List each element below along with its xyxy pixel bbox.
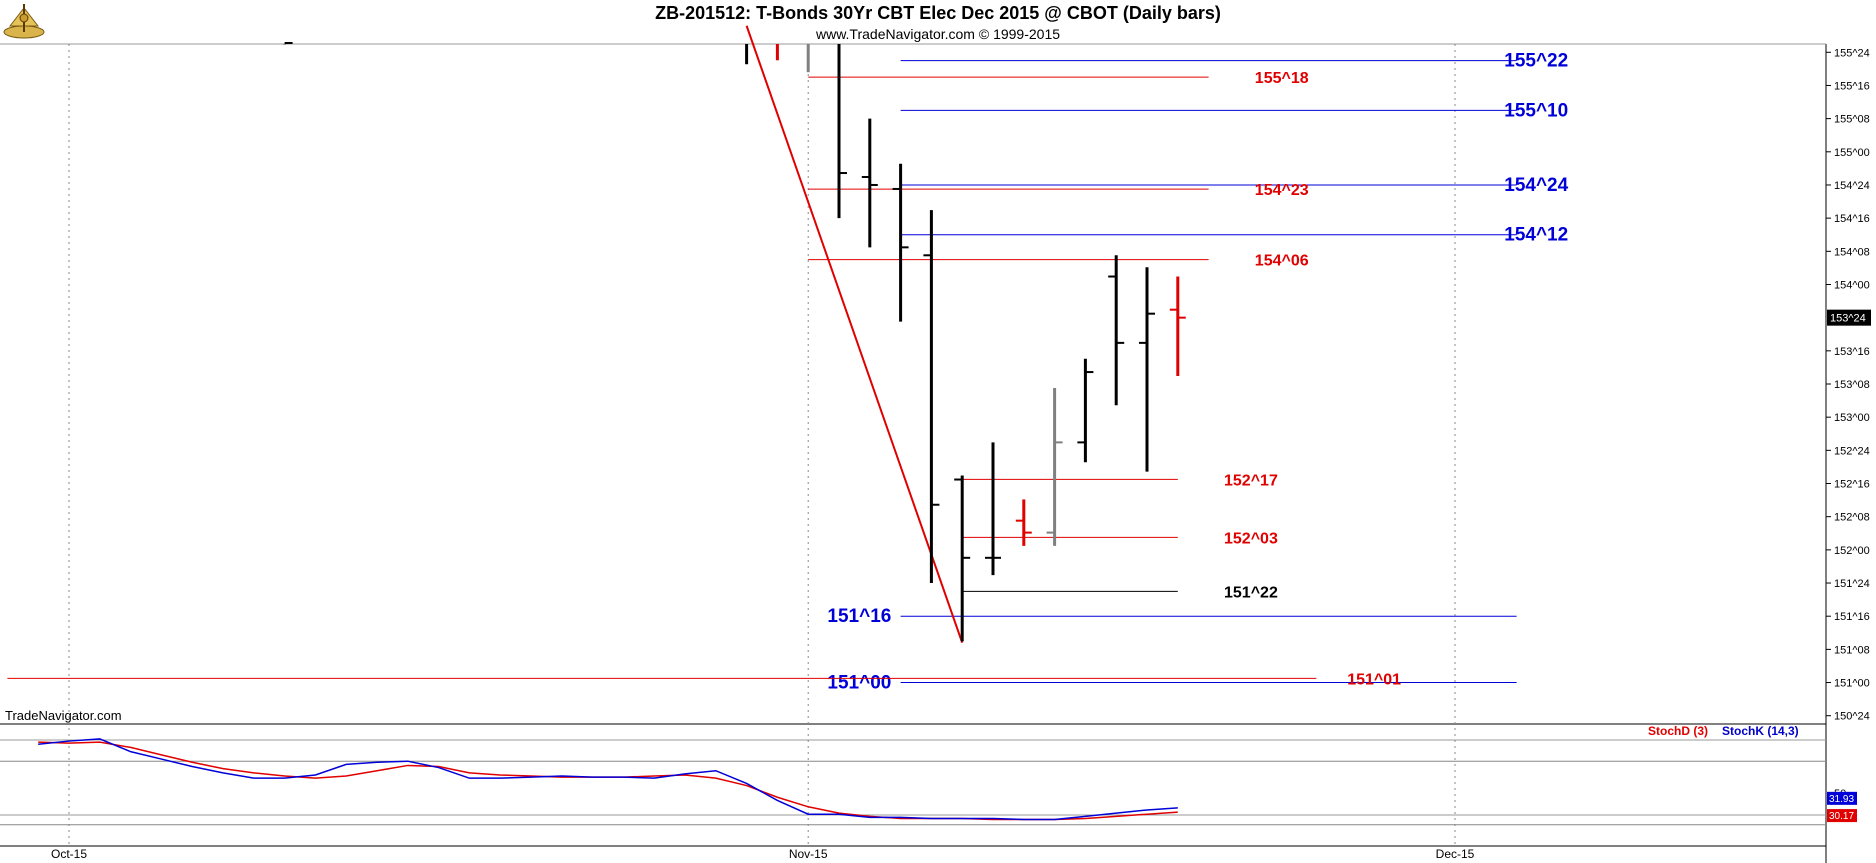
level-label: 154^12 <box>1504 225 1568 246</box>
tradenavigator-logo <box>3 4 45 39</box>
x-tick-label: Dec-15 <box>1436 847 1475 861</box>
y-tick-label: 153^16 <box>1834 346 1870 358</box>
y-tick-label: 150^24 <box>1834 711 1870 723</box>
y-tick-label: 155^00 <box>1834 147 1870 159</box>
last-price-label: 153^24 <box>1830 313 1866 325</box>
y-tick-label: 154^00 <box>1834 279 1870 291</box>
y-tick-label: 152^00 <box>1834 545 1870 557</box>
level-label: 155^22 <box>1504 51 1568 72</box>
level-label: 152^17 <box>1224 472 1278 489</box>
x-tick-label: Nov-15 <box>789 847 828 861</box>
y-tick-label: 152^08 <box>1834 512 1870 524</box>
stochd-value: 30.17 <box>1829 811 1854 822</box>
stochd-line <box>38 741 1178 821</box>
level-label: 151^01 <box>1347 671 1401 688</box>
chart-title: ZB-201512: T-Bonds 30Yr CBT Elec Dec 201… <box>655 3 1221 23</box>
legend-stochd: StochD (3) <box>1648 724 1708 738</box>
y-tick-label: 154^08 <box>1834 246 1870 258</box>
level-label: 151^00 <box>827 673 891 694</box>
stochk-value: 31.93 <box>1829 794 1854 805</box>
y-tick-label: 153^08 <box>1834 379 1870 391</box>
y-tick-label: 155^08 <box>1834 114 1870 126</box>
y-tick-label: 154^16 <box>1834 213 1870 225</box>
y-tick-label: 151^16 <box>1834 611 1870 623</box>
level-label: 154^24 <box>1504 175 1568 196</box>
y-tick-label: 151^08 <box>1834 644 1870 656</box>
x-tick-label: Oct-15 <box>51 847 87 861</box>
y-tick-label: 151^24 <box>1834 578 1870 590</box>
level-label: 151^16 <box>827 606 891 627</box>
chart-subtitle: www.TradeNavigator.com © 1999-2015 <box>815 26 1061 42</box>
stochk-line <box>38 738 1178 821</box>
credit-label: TradeNavigator.com <box>5 708 122 723</box>
legend-stochk: StochK (14,3) <box>1722 724 1799 738</box>
y-tick-label: 152^16 <box>1834 479 1870 491</box>
y-tick-label: 152^24 <box>1834 445 1870 457</box>
level-label: 152^03 <box>1224 530 1278 547</box>
y-tick-label: 154^24 <box>1834 180 1870 192</box>
last-price-box <box>1827 309 1871 326</box>
level-label: 151^22 <box>1224 584 1278 601</box>
stochd-value-box <box>1827 809 1857 823</box>
trendline <box>745 25 964 644</box>
stochk-value-box <box>1827 791 1857 805</box>
level-label: 155^10 <box>1504 100 1568 121</box>
y-tick-label: 151^00 <box>1834 678 1870 690</box>
level-label: 154^23 <box>1255 182 1309 199</box>
y-tick-label: 155^24 <box>1834 47 1870 59</box>
level-label: 154^06 <box>1255 253 1309 270</box>
level-label: 155^18 <box>1255 70 1309 87</box>
y-tick-label: 153^00 <box>1834 412 1870 424</box>
y-tick-label: 155^16 <box>1834 80 1870 92</box>
